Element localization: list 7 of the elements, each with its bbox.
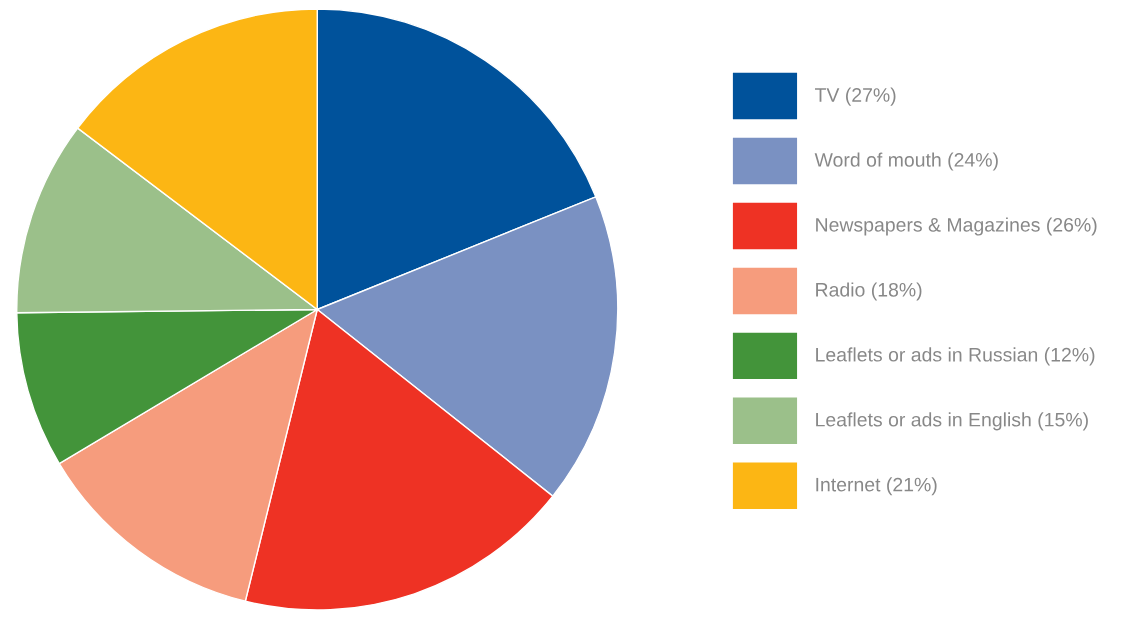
legend-label: Newspapers & Magazines (26%) bbox=[816, 217, 1097, 236]
legend-label: Radio (18%) bbox=[816, 282, 922, 301]
legend-label: Word of mouth (24%) bbox=[814, 152, 998, 171]
legend-label: Leaflets or ads in Russian (12%) bbox=[816, 347, 1095, 366]
legend-label: TV (27%) bbox=[815, 87, 896, 106]
legend-label: Leaflets or ads in English (15%) bbox=[816, 412, 1088, 431]
legend-label: Internet (21%) bbox=[816, 477, 937, 496]
